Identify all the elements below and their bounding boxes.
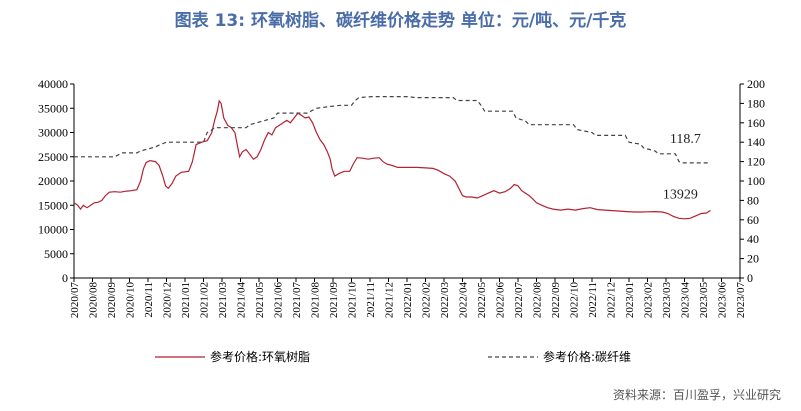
y-left-tick-label: 30000 [38, 126, 68, 140]
x-tick-label: 2020/09 [106, 282, 118, 319]
x-tick-label: 2023/02 [643, 282, 655, 318]
y-left-tick-label: 40000 [38, 77, 68, 91]
y-left-tick-label: 0 [62, 271, 68, 285]
x-tick-label: 2022/09 [550, 282, 562, 319]
y-right-tick-label: 20 [747, 252, 759, 266]
x-tick-label: 2020/12 [162, 282, 174, 318]
y-left-tick-label: 35000 [38, 101, 68, 115]
x-tick-label: 2020/11 [143, 282, 155, 318]
x-tick-label: 2023/01 [624, 282, 636, 318]
y-right-tick-label: 140 [747, 135, 765, 149]
series-line-carbon-fiber [74, 96, 711, 164]
y-right-tick-label: 80 [747, 193, 759, 207]
y-right-tick-label: 100 [747, 174, 765, 188]
x-tick-label: 2023/06 [717, 282, 729, 319]
y-left-tick-label: 15000 [38, 198, 68, 212]
x-tick-label: 2021/06 [273, 282, 285, 319]
y-right-tick-label: 200 [747, 77, 765, 91]
source-note: 资料来源：百川盈孚，兴业研究 [612, 388, 781, 402]
y-right-tick-label: 160 [747, 116, 765, 130]
x-tick-label: 2020/10 [125, 282, 137, 319]
x-tick-label: 2021/04 [236, 282, 248, 319]
x-tick-label: 2020/07 [69, 282, 81, 319]
series-lines [73, 96, 711, 220]
legend: 参考价格:环氧树脂 参考价格:碳纤维 [155, 349, 631, 364]
y-right-tick-label: 40 [747, 232, 759, 246]
x-tick-label: 2020/08 [88, 282, 100, 319]
y-left-tick-label: 10000 [38, 223, 68, 237]
epoxy-last-value-label: 13929 [663, 187, 698, 202]
value-labels: 13929 118.7 [663, 132, 701, 203]
x-tick-label: 2023/07 [735, 282, 747, 319]
x-tick-label: 2021/01 [180, 282, 192, 318]
x-tick-label: 2022/06 [495, 282, 507, 319]
legend-label-epoxy-resin: 参考价格:环氧树脂 [210, 349, 310, 364]
x-tick-label: 2023/04 [680, 282, 692, 319]
x-tick-label: 2022/04 [458, 282, 470, 319]
x-tick-label: 2021/02 [199, 282, 211, 318]
series-line-epoxy-resin [73, 99, 711, 220]
x-tick-label: 2022/07 [513, 282, 525, 319]
x-tick-label: 2022/03 [439, 282, 451, 319]
x-tick-label: 2022/10 [569, 282, 581, 319]
axes: 0 5000 10000 15000 20000 25000 30000 35000 40000… [38, 77, 765, 318]
x-tick-label: 2022/11 [587, 282, 599, 318]
x-tick-label: 2022/02 [421, 282, 433, 318]
x-tick-label: 2021/03 [217, 282, 229, 319]
chart-title: 图表 13: 环氧树脂、碳纤维价格走势 单位：元/吨、元/千克 [174, 11, 627, 31]
y-left-tick-label: 20000 [38, 174, 68, 188]
x-tick-label: 2022/05 [476, 282, 488, 319]
carbon-fiber-last-value-label: 118.7 [670, 132, 701, 147]
x-tick-label: 2023/05 [698, 282, 710, 319]
y-right-tick-label: 120 [747, 155, 765, 169]
y-right-tick-label: 60 [747, 213, 759, 227]
x-tick-label: 2021/05 [254, 282, 266, 319]
x-tick-label: 2022/01 [402, 282, 414, 318]
y-left-tick-label: 25000 [38, 150, 68, 164]
y-left-tick-label: 5000 [44, 247, 68, 261]
y-right-tick-label: 0 [747, 271, 753, 285]
y-right-tick-label: 180 [747, 96, 765, 110]
x-tick-label: 2023/03 [661, 282, 673, 319]
x-tick-label: 2022/08 [532, 282, 544, 319]
x-tick-label: 2021/10 [347, 282, 359, 319]
x-tick-label: 2021/11 [365, 282, 377, 318]
x-tick-label: 2021/07 [291, 282, 303, 319]
x-tick-label: 2021/12 [384, 282, 396, 318]
legend-label-carbon-fiber: 参考价格:碳纤维 [543, 349, 631, 364]
x-tick-label: 2021/09 [328, 282, 340, 319]
x-tick-label: 2022/12 [606, 282, 618, 318]
x-tick-label: 2021/08 [310, 282, 322, 319]
